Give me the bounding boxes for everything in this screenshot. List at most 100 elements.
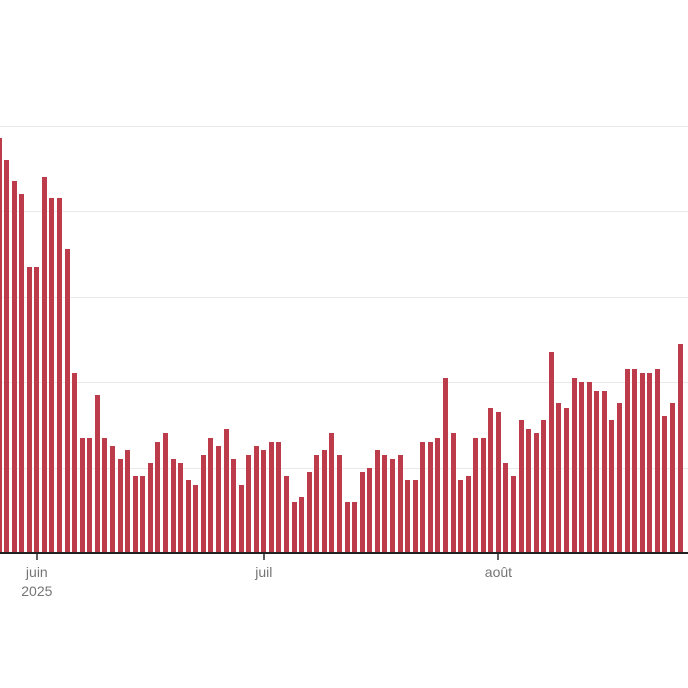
bar[interactable]	[541, 420, 547, 553]
bar[interactable]	[571, 377, 577, 553]
bar[interactable]	[253, 446, 259, 553]
bar[interactable]	[359, 471, 365, 553]
bar[interactable]	[397, 454, 403, 553]
bar[interactable]	[450, 433, 456, 553]
x-axis-tick	[35, 554, 38, 560]
bar[interactable]	[579, 382, 585, 553]
bar[interactable]	[427, 441, 433, 553]
bar[interactable]	[147, 463, 153, 553]
bar[interactable]	[57, 198, 63, 553]
bar[interactable]	[49, 198, 55, 553]
bar[interactable]	[231, 458, 237, 553]
bar[interactable]	[601, 390, 607, 553]
bar[interactable]	[208, 437, 214, 553]
bar[interactable]	[488, 407, 494, 553]
bar[interactable]	[548, 352, 554, 553]
bar[interactable]	[420, 441, 426, 553]
bar[interactable]	[34, 266, 40, 553]
bar[interactable]	[586, 382, 592, 553]
gridline	[0, 467, 688, 469]
x-axis-label-juin: juin 2025	[21, 563, 52, 601]
bar[interactable]	[41, 176, 47, 553]
bar[interactable]	[306, 471, 312, 553]
bar[interactable]	[170, 458, 176, 553]
bar[interactable]	[329, 433, 335, 553]
bar[interactable]	[458, 480, 464, 553]
bar[interactable]	[533, 433, 539, 553]
bar[interactable]	[276, 441, 282, 553]
bar[interactable]	[389, 458, 395, 553]
bar[interactable]	[564, 407, 570, 553]
bar[interactable]	[442, 377, 448, 553]
bar[interactable]	[669, 403, 675, 553]
bar[interactable]	[64, 249, 70, 553]
x-axis-line	[0, 552, 688, 554]
bar[interactable]	[624, 369, 630, 553]
bar[interactable]	[511, 476, 517, 553]
bar[interactable]	[480, 437, 486, 553]
bar[interactable]	[19, 193, 25, 553]
bar[interactable]	[352, 501, 358, 553]
bar[interactable]	[337, 454, 342, 553]
bar[interactable]	[162, 433, 168, 553]
bar[interactable]	[473, 437, 479, 553]
bar[interactable]	[94, 394, 100, 553]
bar[interactable]	[465, 476, 471, 553]
bar[interactable]	[654, 369, 660, 553]
bar[interactable]	[185, 480, 191, 553]
bar[interactable]	[647, 373, 653, 553]
bar[interactable]	[72, 373, 78, 553]
bar[interactable]	[238, 484, 244, 553]
month-label: août	[484, 564, 513, 580]
bar[interactable]	[0, 138, 2, 553]
bar[interactable]	[677, 343, 683, 553]
bar[interactable]	[412, 480, 418, 553]
bar[interactable]	[102, 437, 108, 553]
bar[interactable]	[268, 441, 274, 553]
bar[interactable]	[367, 467, 373, 553]
bar[interactable]	[594, 390, 600, 553]
bar[interactable]	[405, 480, 411, 553]
bar[interactable]	[616, 403, 622, 553]
bar[interactable]	[382, 454, 388, 553]
bar[interactable]	[110, 446, 115, 553]
bar[interactable]	[87, 437, 93, 553]
bar[interactable]	[26, 266, 32, 553]
bar[interactable]	[125, 450, 131, 553]
bar[interactable]	[11, 181, 17, 553]
bar[interactable]	[662, 416, 668, 553]
bar[interactable]	[178, 463, 184, 553]
bar[interactable]	[435, 437, 441, 553]
bar[interactable]	[639, 373, 645, 553]
bar[interactable]	[518, 420, 524, 553]
bar[interactable]	[79, 437, 85, 553]
bar[interactable]	[200, 454, 206, 553]
x-axis-tick	[262, 554, 265, 560]
bar[interactable]	[299, 497, 305, 553]
bar[interactable]	[526, 429, 532, 553]
bar[interactable]	[344, 501, 350, 553]
bar[interactable]	[374, 450, 380, 553]
bar[interactable]	[609, 420, 615, 553]
bar[interactable]	[4, 159, 10, 553]
bar[interactable]	[155, 441, 161, 553]
bar[interactable]	[556, 403, 562, 553]
bar[interactable]	[284, 476, 290, 553]
bar[interactable]	[215, 446, 221, 553]
bar[interactable]	[261, 450, 267, 553]
gridline	[0, 382, 688, 383]
bar[interactable]	[495, 411, 501, 553]
bar[interactable]	[132, 476, 138, 553]
bar[interactable]	[193, 484, 199, 553]
bar[interactable]	[503, 463, 509, 553]
bar[interactable]	[246, 454, 252, 553]
month-label: juil	[255, 564, 273, 580]
bar[interactable]	[117, 458, 123, 553]
bar[interactable]	[223, 429, 229, 553]
bar[interactable]	[632, 369, 638, 553]
bar[interactable]	[321, 450, 327, 553]
bar[interactable]	[291, 501, 297, 553]
bar[interactable]	[314, 454, 320, 553]
bar[interactable]	[140, 476, 146, 553]
gridline	[0, 125, 688, 127]
